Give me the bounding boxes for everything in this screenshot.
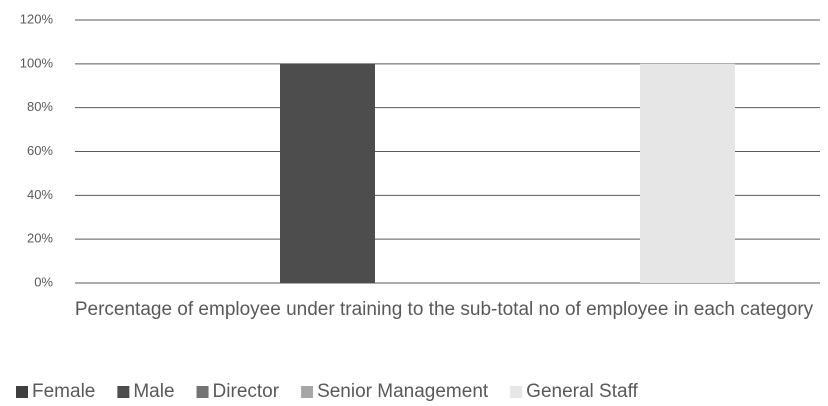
- category-label: Percentage of employee under training to…: [74, 299, 814, 320]
- legend-swatch: [510, 386, 523, 398]
- bar: [280, 63, 375, 284]
- y-tick-label: 0%: [34, 274, 53, 289]
- y-tick-label: 40%: [27, 187, 53, 202]
- legend-swatch: [117, 386, 130, 398]
- y-tick-label: 20%: [27, 231, 53, 246]
- y-tick-label: 80%: [27, 99, 53, 114]
- y-tick-label: 100%: [20, 55, 54, 70]
- legend-swatch: [16, 386, 28, 398]
- legend-label: Female: [32, 381, 95, 402]
- legend-label: General Staff: [526, 381, 638, 402]
- y-tick-label: 60%: [27, 143, 53, 158]
- legend-swatch: [196, 386, 209, 398]
- bar: [640, 63, 735, 284]
- y-tick-label: 120%: [20, 11, 54, 26]
- legend-label: Director: [213, 381, 280, 402]
- legend-label: Male: [133, 381, 174, 402]
- legend-label: Senior Management: [317, 381, 489, 402]
- legend-swatch: [301, 386, 314, 398]
